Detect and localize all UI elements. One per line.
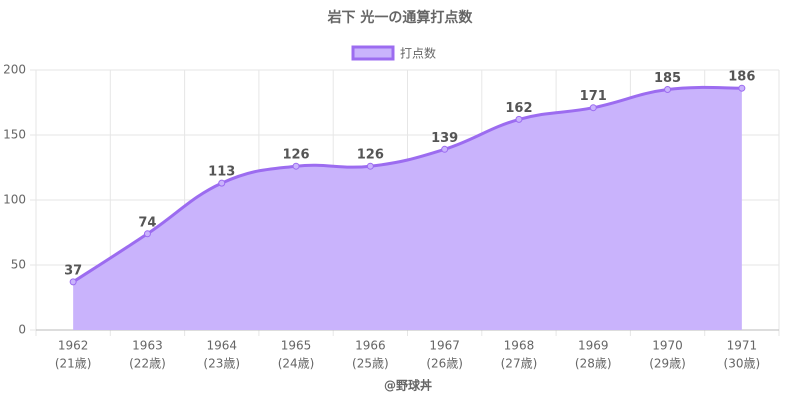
x-tick-sublabel: (28歳) bbox=[575, 357, 612, 371]
x-tick-label: 1971 bbox=[727, 339, 758, 353]
data-label: 37 bbox=[64, 263, 82, 278]
point bbox=[366, 162, 374, 170]
data-label: 186 bbox=[728, 70, 755, 85]
x-tick-label: 1964 bbox=[206, 339, 237, 353]
line bbox=[72, 85, 742, 284]
x-tick-label: 1966 bbox=[355, 339, 386, 353]
data-label: 139 bbox=[431, 131, 458, 146]
x-tick-label: 1967 bbox=[429, 339, 460, 353]
point bbox=[69, 278, 77, 286]
point bbox=[292, 162, 300, 170]
x-tick-sublabel: (30歳) bbox=[724, 357, 761, 371]
x-tick-label: 1963 bbox=[132, 339, 163, 353]
y-tick-label: 200 bbox=[3, 63, 26, 77]
area-fill bbox=[73, 87, 742, 331]
point bbox=[441, 145, 449, 153]
x-tick-label: 1968 bbox=[504, 339, 535, 353]
data-label: 113 bbox=[208, 165, 235, 180]
x-tick-sublabel: (24歳) bbox=[278, 357, 315, 371]
data-label: 185 bbox=[654, 71, 681, 86]
y-tick-label: 0 bbox=[18, 323, 26, 337]
chart-title: 岩下 光一の通算打点数 bbox=[327, 9, 474, 26]
point bbox=[738, 84, 746, 92]
data-label: 171 bbox=[580, 89, 607, 104]
legend-label: 打点数 bbox=[400, 46, 436, 61]
data-label: 126 bbox=[357, 148, 384, 163]
data-label: 162 bbox=[505, 101, 532, 116]
x-tick-label: 1962 bbox=[58, 339, 89, 353]
x-tick-sublabel: (25歳) bbox=[352, 357, 389, 371]
data-label: 74 bbox=[138, 215, 156, 230]
y-tick-label: 50 bbox=[11, 258, 26, 272]
point bbox=[664, 86, 672, 93]
x-tick-label: 1970 bbox=[652, 339, 683, 353]
y-tick-label: 150 bbox=[3, 128, 26, 142]
point bbox=[515, 115, 523, 123]
x-tick-sublabel: (22歳) bbox=[129, 357, 166, 371]
x-tick-sublabel: (29歳) bbox=[649, 357, 686, 371]
x-tick-label: 1969 bbox=[578, 339, 609, 353]
point bbox=[143, 230, 151, 238]
x-tick-label: 1965 bbox=[281, 339, 312, 353]
point bbox=[218, 179, 226, 187]
data-label: 126 bbox=[282, 148, 309, 163]
x-tick-sublabel: (23歳) bbox=[203, 357, 240, 371]
source: @野球丼 bbox=[384, 378, 432, 393]
y-tick-label: 100 bbox=[3, 193, 26, 207]
point bbox=[589, 104, 597, 112]
legend-swatch bbox=[351, 45, 395, 61]
x-tick-sublabel: (26歳) bbox=[426, 357, 463, 371]
x-tick-sublabel: (27歳) bbox=[501, 357, 538, 371]
x-tick-sublabel: (21歳) bbox=[55, 357, 92, 371]
